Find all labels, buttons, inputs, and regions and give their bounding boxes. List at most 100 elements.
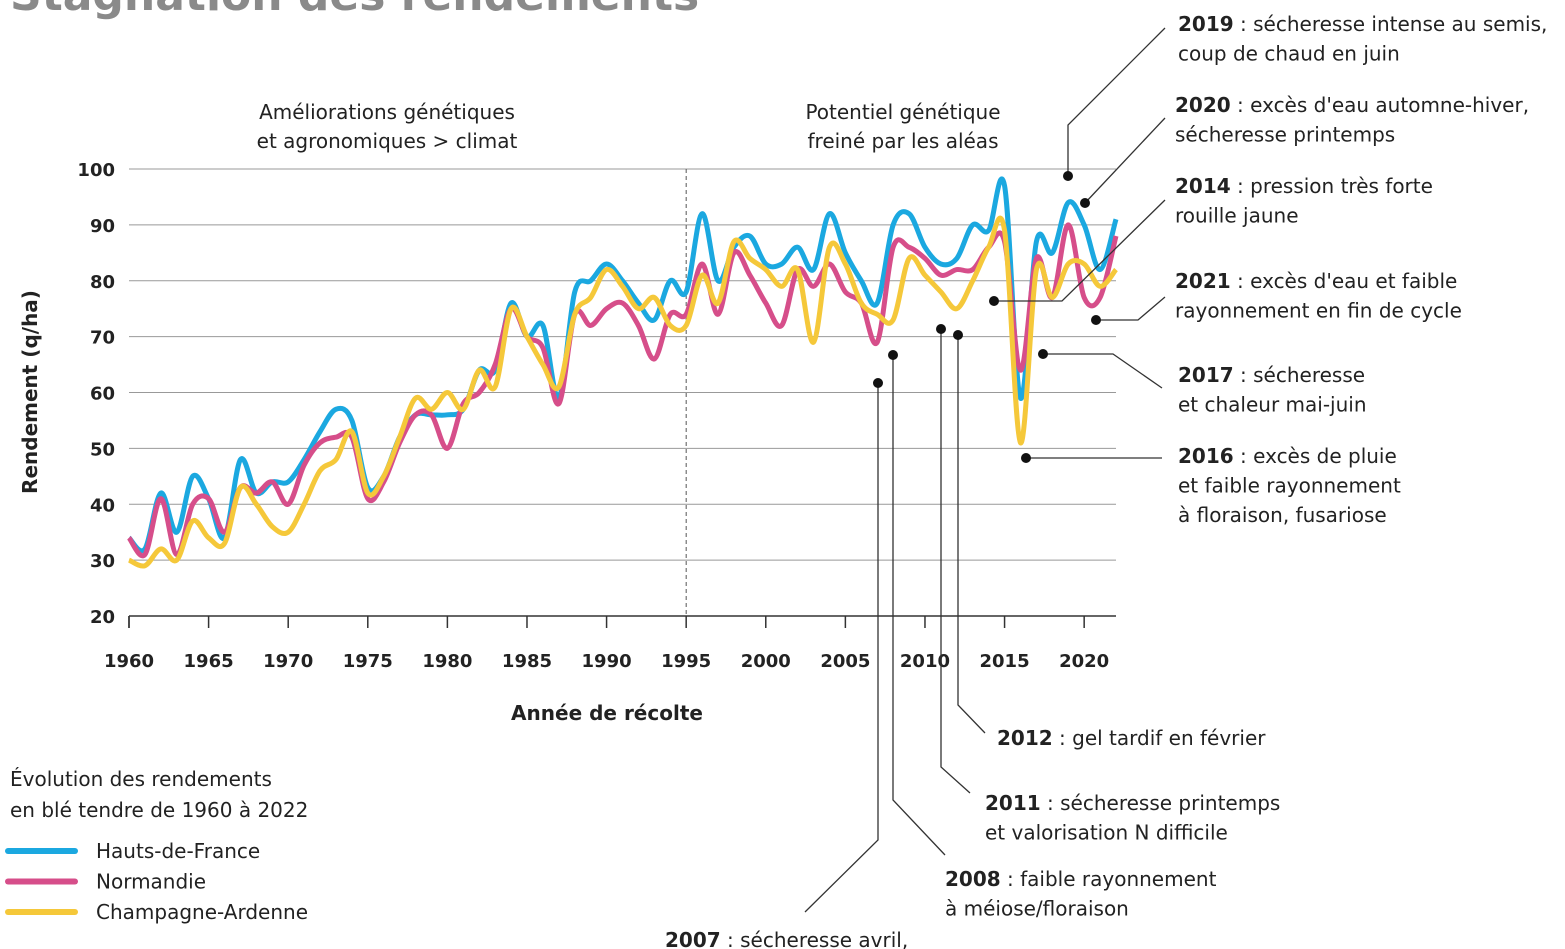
annotation-line: : faible rayonnement — [1001, 867, 1217, 891]
legend-label: Hauts-de-France — [96, 839, 260, 863]
x-tick-label: 2020 — [1059, 651, 1109, 672]
y-axis-label: Rendement (q/ha) — [18, 290, 42, 494]
x-tick-label: 1960 — [104, 651, 154, 672]
annotation-dot — [873, 378, 883, 388]
annotation-text: rouille jaune — [1175, 204, 1299, 228]
x-tick-label: 1990 — [582, 651, 632, 672]
annotation-line: sécheresse printemps — [1175, 123, 1395, 147]
annotation-year: 2014 — [1175, 174, 1231, 198]
annotation-text: rayonnement en fin de cycle — [1175, 299, 1462, 323]
annotation-text: 2020 : excès d'eau automne-hiver, — [1175, 93, 1529, 117]
legend-title: en blé tendre de 1960 à 2022 — [10, 798, 308, 822]
annotation-line: : excès de pluie — [1234, 444, 1397, 468]
x-tick-label: 1975 — [343, 651, 393, 672]
annotation-line: : excès d'eau et faible — [1231, 269, 1458, 293]
y-tick-label: 70 — [90, 328, 115, 349]
annotation-dot — [936, 324, 946, 334]
annotation-year: 2017 — [1178, 363, 1234, 387]
series-line — [127, 215, 1118, 569]
annotation-text: 2011 : sécheresse printemps — [985, 791, 1280, 815]
y-tick-label: 100 — [77, 160, 115, 181]
annotation-dot — [1080, 198, 1090, 208]
leader-line — [1084, 117, 1166, 204]
leader-line — [1096, 296, 1166, 321]
y-tick-label: 40 — [90, 495, 115, 516]
leader-line — [994, 199, 1166, 302]
annotation-line: à floraison, fusariose — [1178, 503, 1387, 527]
annotation-text: 2012 : gel tardif en février — [997, 726, 1266, 750]
annotation-line: : sécheresse — [1234, 363, 1365, 387]
phase-label: et agronomiques > climat — [257, 129, 518, 153]
y-tick-label: 60 — [90, 384, 115, 405]
annotation-text: coup de chaud en juin — [1178, 42, 1400, 66]
annotation-text: et valorisation N difficile — [985, 821, 1228, 845]
annotation-dot — [1021, 453, 1031, 463]
annotation-text: 2019 : sécheresse intense au semis, — [1178, 12, 1547, 36]
annotation-text: 2014 : pression très forte — [1175, 174, 1433, 198]
x-tick-label: 2010 — [900, 651, 950, 672]
annotation-line: : sécheresse avril, — [721, 928, 909, 949]
leader-line — [940, 329, 971, 794]
annotation-line: : gel tardif en février — [1053, 726, 1267, 750]
phase-label: freiné par les aléas — [808, 129, 999, 153]
x-tick-label: 1965 — [184, 651, 234, 672]
chart-title: Stagnation des rendements — [10, 0, 699, 21]
annotation-dot — [1038, 349, 1048, 359]
annotation-text: 2016 : excès de pluie — [1178, 444, 1397, 468]
series-line — [126, 222, 1119, 559]
x-tick-label: 1980 — [422, 651, 472, 672]
x-tick-label: 1985 — [502, 651, 552, 672]
annotation-line: : excès d'eau automne-hiver, — [1231, 93, 1529, 117]
annotation-year: 2016 — [1178, 444, 1234, 468]
x-tick-label: 2005 — [820, 651, 870, 672]
annotation-line: coup de chaud en juin — [1178, 42, 1400, 66]
annotation-text: et faible rayonnement — [1178, 474, 1401, 498]
annotation-year: 2021 — [1175, 269, 1231, 293]
annotation-line: rayonnement en fin de cycle — [1175, 299, 1462, 323]
annotation-dot — [953, 330, 963, 340]
annotation-dot — [989, 296, 999, 306]
annotation-line: et chaleur mai-juin — [1178, 393, 1367, 417]
annotation-line: et faible rayonnement — [1178, 474, 1401, 498]
y-tick-label: 80 — [90, 272, 115, 293]
x-tick-label: 2000 — [741, 651, 791, 672]
y-tick-label: 50 — [90, 439, 115, 460]
annotation-text: 2008 : faible rayonnement — [945, 867, 1217, 891]
phase-label: Potentiel génétique — [805, 100, 1000, 124]
annotation-dot — [888, 350, 898, 360]
y-tick-label: 30 — [90, 551, 115, 572]
x-tick-label: 1970 — [263, 651, 313, 672]
annotation-line: et valorisation N difficile — [985, 821, 1228, 845]
annotation-year: 2008 — [945, 867, 1001, 891]
annotation-year: 2012 — [997, 726, 1053, 750]
y-tick-label: 20 — [90, 607, 115, 628]
annotation-dot — [1091, 315, 1101, 325]
annotation-text: 2021 : excès d'eau et faible — [1175, 269, 1457, 293]
x-axis-label: Année de récolte — [511, 701, 703, 725]
annotation-year: 2019 — [1178, 12, 1234, 36]
series-line — [127, 176, 1119, 554]
annotation-year: 2007 — [665, 928, 721, 949]
annotation-line: : pression très forte — [1231, 174, 1433, 198]
annotation-dot — [1063, 171, 1073, 181]
annotation-text: à floraison, fusariose — [1178, 503, 1387, 527]
x-tick-label: 1995 — [661, 651, 711, 672]
annotation-text: 2007 : sécheresse avril, — [665, 928, 908, 949]
leader-line — [957, 335, 986, 734]
annotation-year: 2020 — [1175, 93, 1231, 117]
annotation-text: 2017 : sécheresse — [1178, 363, 1365, 387]
annotation-year: 2011 — [985, 791, 1041, 815]
annotation-text: sécheresse printemps — [1175, 123, 1395, 147]
y-tick-label: 90 — [90, 216, 115, 237]
legend-label: Champagne-Ardenne — [96, 900, 308, 924]
legend-label: Normandie — [96, 870, 206, 894]
annotation-line: : sécheresse printemps — [1041, 791, 1281, 815]
x-tick-label: 2015 — [980, 651, 1030, 672]
leader-line — [892, 355, 946, 856]
legend-title: Évolution des rendements — [10, 767, 272, 791]
annotation-text: et chaleur mai-juin — [1178, 393, 1367, 417]
phase-label: Améliorations génétiques — [259, 100, 515, 124]
annotation-text: à méiose/floraison — [945, 897, 1129, 921]
leader-line — [1067, 27, 1166, 176]
